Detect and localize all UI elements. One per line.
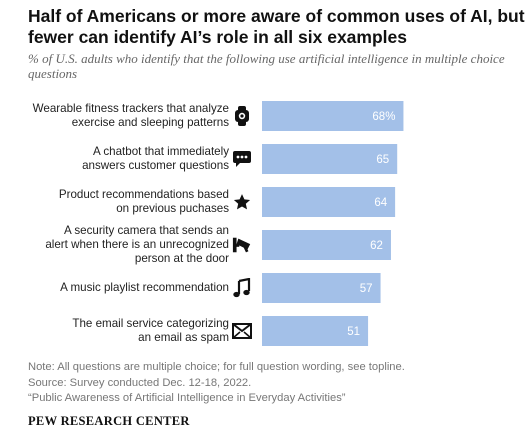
star-icon bbox=[232, 192, 252, 212]
category-label: A music playlist recommendation bbox=[60, 281, 229, 294]
data-label: 51 bbox=[347, 326, 360, 338]
data-label: 68% bbox=[372, 111, 395, 123]
data-label: 65 bbox=[376, 154, 389, 166]
security-camera-icon bbox=[232, 235, 252, 255]
chart-subtitle: % of U.S. adults who identify that the f… bbox=[28, 51, 505, 81]
chat-bubble-icon bbox=[232, 149, 252, 169]
music-note-icon bbox=[232, 278, 252, 298]
bar bbox=[262, 230, 391, 260]
bar bbox=[262, 101, 404, 131]
data-label: 64 bbox=[374, 197, 387, 209]
bar bbox=[262, 144, 398, 174]
source-text: Source: Survey conducted Dec. 12-18, 202… bbox=[28, 376, 252, 389]
bar bbox=[262, 187, 396, 217]
bar bbox=[262, 316, 369, 346]
category-label: A chatbot that immediately answers custom… bbox=[82, 145, 229, 172]
category-label: Product recommendations based on previous… bbox=[58, 188, 229, 215]
category-label: The email service categorizing an email a… bbox=[72, 317, 229, 344]
data-label: 62 bbox=[370, 240, 383, 252]
report-title: “Public Awareness of Artificial Intellig… bbox=[28, 392, 346, 404]
category-label: A security camera that sends an alert whe… bbox=[45, 224, 229, 265]
envelope-icon bbox=[232, 321, 252, 341]
brand-logo-text: PEW RESEARCH CENTER bbox=[28, 414, 190, 428]
fitness-tracker-icon bbox=[232, 106, 252, 126]
category-label: Wearable fitness trackers that analyze ex… bbox=[32, 102, 229, 129]
data-label: 57 bbox=[360, 283, 373, 295]
bar bbox=[262, 273, 381, 303]
note-text: Note: All questions are multiple choice;… bbox=[28, 361, 405, 373]
footer-notes: Note: All questions are multiple choice;… bbox=[28, 360, 528, 407]
chart-title: Half of Americans or more aware of commo… bbox=[28, 6, 525, 47]
